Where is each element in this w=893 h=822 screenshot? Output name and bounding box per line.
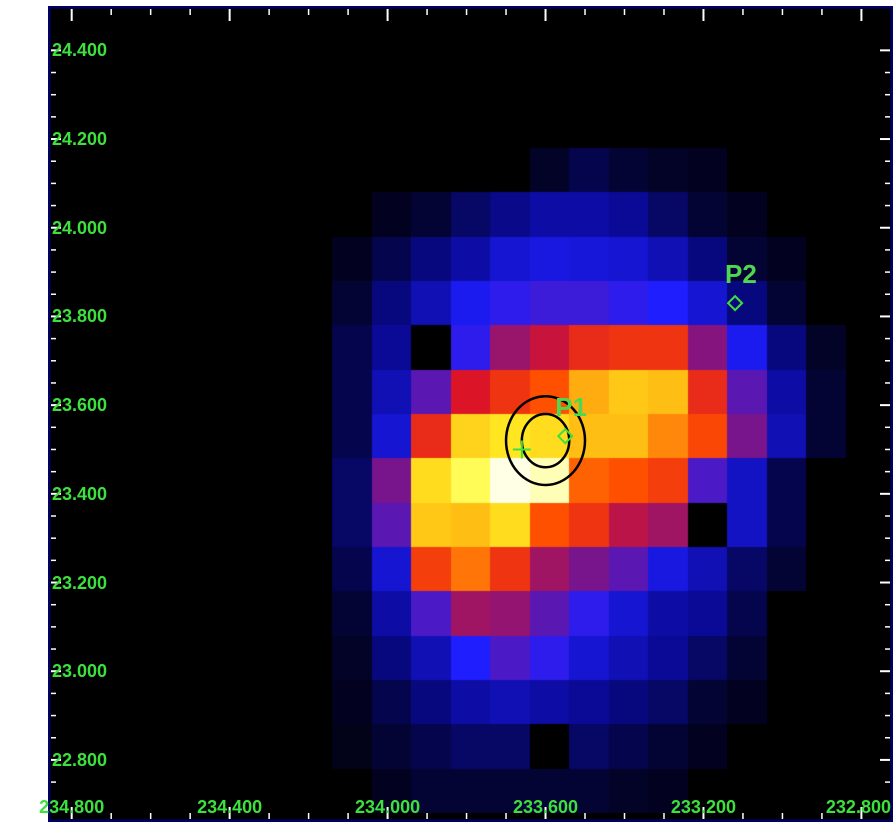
y-tick-label: 24.200 [52, 129, 108, 150]
source-label: P2 [725, 259, 757, 290]
y-tick-label: 23.600 [52, 395, 108, 416]
source-markers [504, 294, 744, 487]
x-tick-label: 234.800 [39, 797, 105, 817]
x-tick-label: 233.600 [512, 797, 579, 817]
source-diamond [726, 294, 744, 312]
x-tick-label: 234.000 [355, 797, 421, 817]
plot-border [48, 6, 893, 822]
y-tick-label: 24.000 [52, 217, 108, 238]
tick-marks [51, 9, 890, 819]
y-tick-label: 24.400 [52, 40, 108, 61]
contour-ring [504, 395, 587, 487]
plot-overlay [48, 6, 893, 822]
x-tick-label: 232.800 [825, 797, 891, 817]
intensity-image [48, 6, 893, 822]
y-tick-label: 23.400 [52, 483, 108, 504]
y-tick-label: 22.800 [52, 749, 108, 770]
x-tick-label: 234.400 [197, 797, 263, 817]
y-tick-label: 23.800 [52, 306, 108, 327]
source-label: P1 [555, 392, 588, 423]
y-tick-label: 23.000 [52, 661, 108, 682]
y-tick-label: 23.200 [52, 572, 108, 593]
sky-map: 24.400 24.200 24.000 23.800 23.600 23.400 23.2… [48, 6, 893, 822]
source-diamond [556, 427, 574, 445]
x-tick-label: 233.200 [670, 797, 736, 817]
